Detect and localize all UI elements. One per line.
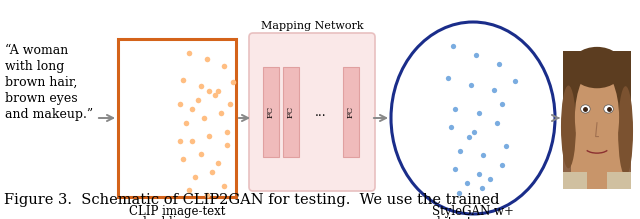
FancyBboxPatch shape xyxy=(249,33,375,191)
Bar xyxy=(571,62,623,175)
FancyBboxPatch shape xyxy=(283,67,299,157)
Ellipse shape xyxy=(561,85,576,168)
Text: CLIP image-text: CLIP image-text xyxy=(129,205,225,218)
Text: StyleGAN w+: StyleGAN w+ xyxy=(432,205,514,218)
Text: “A woman
with long
brown hair,
brown eyes
and makeup.”: “A woman with long brown hair, brown eye… xyxy=(5,44,93,121)
Text: embedding space: embedding space xyxy=(125,216,229,219)
FancyBboxPatch shape xyxy=(343,67,359,157)
Text: Mapping Network: Mapping Network xyxy=(260,21,364,31)
Text: latent space: latent space xyxy=(436,216,509,219)
Bar xyxy=(587,164,607,189)
Text: FC: FC xyxy=(287,106,295,118)
Ellipse shape xyxy=(580,105,590,113)
Text: Figure 3.  Schematic of CLIP2GAN for testing.  We use the trained: Figure 3. Schematic of CLIP2GAN for test… xyxy=(4,193,499,207)
Ellipse shape xyxy=(618,86,633,176)
Ellipse shape xyxy=(570,47,624,88)
Text: FC: FC xyxy=(267,106,275,118)
FancyBboxPatch shape xyxy=(263,67,279,157)
Ellipse shape xyxy=(604,105,613,113)
Bar xyxy=(563,172,631,189)
Ellipse shape xyxy=(575,67,619,167)
Ellipse shape xyxy=(391,22,555,214)
FancyBboxPatch shape xyxy=(118,39,236,197)
Text: FC: FC xyxy=(347,106,355,118)
Bar xyxy=(563,51,631,189)
Text: ...: ... xyxy=(315,106,327,118)
Bar xyxy=(563,51,631,113)
